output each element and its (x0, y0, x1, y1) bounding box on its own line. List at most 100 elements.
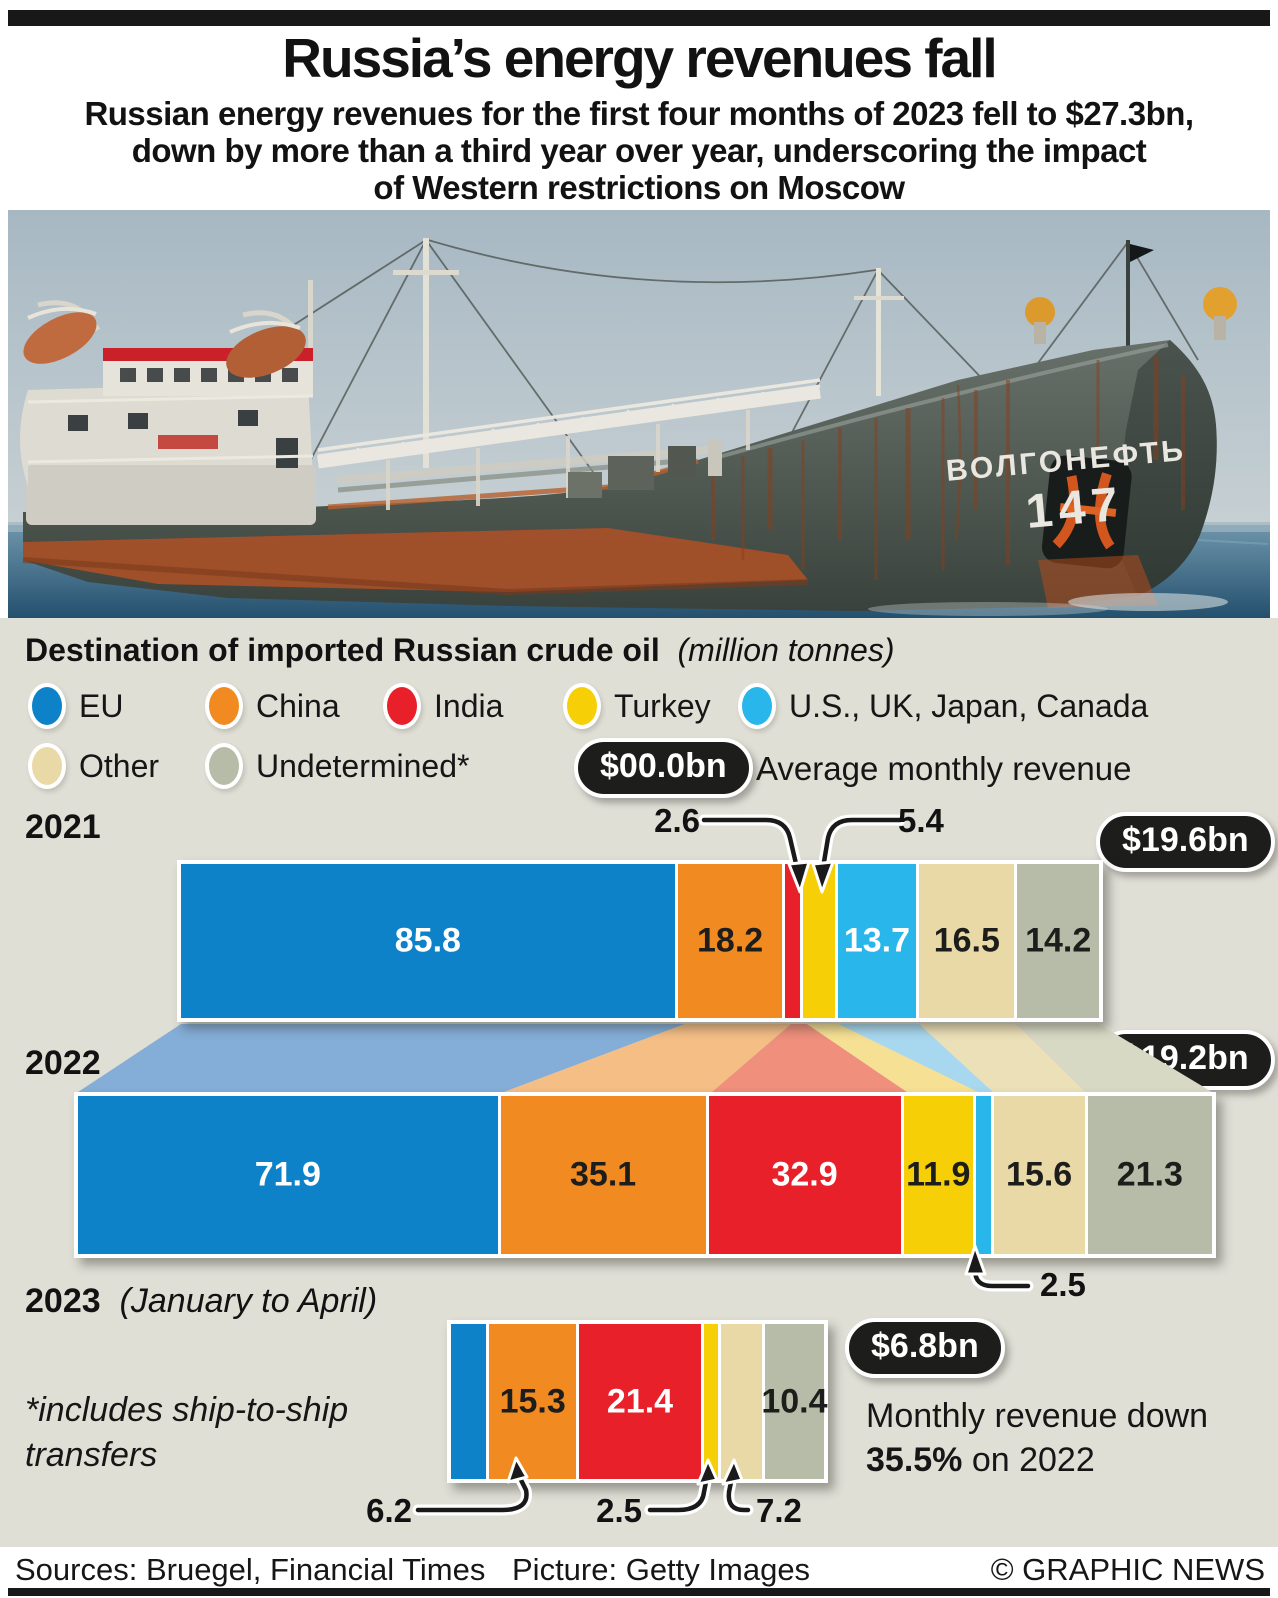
bar-2023: 15.3 21.4 10.4 (447, 1320, 828, 1483)
year-label-2022: 2022 (25, 1044, 101, 1082)
callout-2021-turkey: 5.4 (898, 802, 944, 839)
bar-segment-china: 15.3 (489, 1324, 577, 1479)
legend-item-us-uk-japan-canada: U.S., UK, Japan, Canada (738, 682, 1148, 730)
segment-value-label: 32.9 (771, 1155, 838, 1194)
bow-mast (876, 268, 881, 396)
segment-value-label: 85.8 (394, 921, 461, 960)
rust-waterline (23, 528, 808, 592)
bar-segment-other (720, 1324, 762, 1479)
lifeboat (23, 312, 97, 364)
bar-2021: 85.8 18.2 13.7 16.5 14.2 (177, 860, 1103, 1022)
bar-segment-india: 21.4 (579, 1324, 701, 1479)
section-unit-text: (million tonnes) (677, 632, 895, 668)
callout-2023-eu: 6.2 (366, 1492, 412, 1529)
revenue-badge-2023: $6.8bn (845, 1318, 1005, 1378)
year-2023-note-text: (January to April) (119, 1282, 378, 1320)
callout-2021-india: 2.6 (654, 802, 700, 839)
callout-2023-other: 7.2 (756, 1492, 802, 1529)
deck-machinery (568, 440, 722, 498)
segment-value-label: 15.3 (499, 1382, 566, 1420)
bar-segment-eu: 71.9 (78, 1096, 498, 1254)
legend-swatch-india (383, 683, 421, 729)
section-title-text: Destination of imported Russian crude oi… (25, 632, 660, 668)
catwalk (317, 378, 821, 510)
legend-item-other: Other (28, 742, 159, 790)
bar-segment-china: 35.1 (500, 1096, 706, 1254)
section-unit (669, 632, 678, 668)
bar-segment-us_uk: 13.7 (837, 864, 917, 1018)
mast-pennant (1130, 244, 1154, 262)
segment-value-label: 18.2 (697, 921, 764, 960)
annotation-rest: on 2022 (962, 1441, 1095, 1479)
legend-label-us-uk: U.S., UK, Japan, Canada (789, 687, 1149, 724)
bar-segment-undetermined: 10.4 (761, 1324, 828, 1479)
legend-item-turkey: Turkey (563, 682, 711, 730)
ship-number: 147 (1024, 478, 1126, 539)
bar-segment-undetermined: 21.3 (1087, 1096, 1212, 1254)
segment-value-label: 16.5 (933, 921, 1000, 960)
segment-value-label: 10.4 (761, 1382, 828, 1420)
cowl-vent (1025, 297, 1055, 327)
bar-segment-turkey (803, 864, 835, 1018)
callout-2022-us: 2.5 (1040, 1266, 1086, 1303)
callout-2023-turkey: 2.5 (596, 1492, 642, 1529)
year-label-2021: 2021 (25, 808, 101, 846)
segment-value-label: 71.9 (254, 1155, 321, 1194)
bar-2022: 71.9 35.1 32.9 11.9 15.6 21.3 (74, 1092, 1216, 1258)
year-2023-note (110, 1282, 119, 1320)
bar-segment-turkey (703, 1324, 718, 1479)
legend-swatch-us-uk (738, 683, 776, 729)
bar-segment-turkey: 11.9 (903, 1096, 974, 1254)
life-ring-panel (158, 435, 218, 449)
segment-value-label: 21.3 (1116, 1155, 1183, 1194)
lifeboat (226, 326, 306, 378)
legend-item-undetermined: Undetermined* (205, 742, 469, 790)
legend-item-eu: EU (28, 682, 123, 730)
annotation-line1: Monthly revenue down (866, 1397, 1209, 1435)
segment-value-label: 14.2 (1025, 921, 1092, 960)
year-label-2023: 2023 (January to April) (25, 1282, 377, 1321)
bar-segment-eu (451, 1324, 487, 1479)
legend-item-china: China (205, 682, 340, 730)
segment-value-label: 21.4 (606, 1382, 674, 1420)
superstructure (20, 300, 316, 525)
avg-revenue-label: Average monthly revenue (756, 750, 1132, 787)
legend-label-eu: EU (79, 687, 124, 724)
main-mast (423, 238, 429, 468)
legend-swatch-eu (28, 683, 66, 729)
segment-value-label: 11.9 (906, 1155, 971, 1194)
tanker-photo-svg: ВОЛГОНЕФТЬ 147 (8, 210, 1270, 618)
page-title: Russia’s energy revenues fall (282, 27, 997, 89)
bar-segment-eu: 85.8 (181, 864, 675, 1018)
subtitle-line: of Western restrictions on Moscow (373, 169, 905, 206)
section-title: Destination of imported Russian crude oi… (25, 632, 894, 669)
subtitle-line: Russian energy revenues for the first fo… (84, 95, 1194, 132)
bar-segment-india: 32.9 (708, 1096, 901, 1254)
bottom-rule (8, 1588, 1270, 1596)
legend-label-china: China (256, 687, 340, 724)
legend-label-turkey: Turkey (614, 687, 711, 724)
bar-segment-other: 16.5 (919, 864, 1015, 1018)
legend-label-india: India (434, 687, 504, 724)
sources-credit: Sources: Bruegel, Financial Times (15, 1552, 486, 1587)
rust-streaks (711, 355, 1185, 580)
cowl-vent (1203, 287, 1237, 321)
copyright: © GRAPHIC NEWS (990, 1552, 1265, 1587)
top-rule (8, 10, 1270, 26)
page-subtitle: Russian energy revenues for the first fo… (0, 95, 1278, 206)
legend-swatch-turkey (563, 683, 601, 729)
anchor-recess (1041, 455, 1132, 569)
tanker-photo: ВОЛГОНЕФТЬ 147 (8, 210, 1270, 618)
legend-swatch-other (28, 743, 66, 789)
bar-segment-us_uk (976, 1096, 991, 1254)
legend-item-india: India (383, 682, 503, 730)
footnote: *includes ship-to-ship transfers (25, 1391, 349, 1474)
segment-value-label: 13.7 (843, 921, 911, 960)
picture-credit: Picture: Getty Images (512, 1552, 811, 1587)
flow-bands (78, 1024, 1212, 1092)
legend-label-other: Other (79, 747, 160, 784)
bow-shading (1113, 340, 1217, 596)
annotation-pct: 35.5% (866, 1441, 963, 1479)
bar-segment-china: 18.2 (677, 864, 783, 1018)
